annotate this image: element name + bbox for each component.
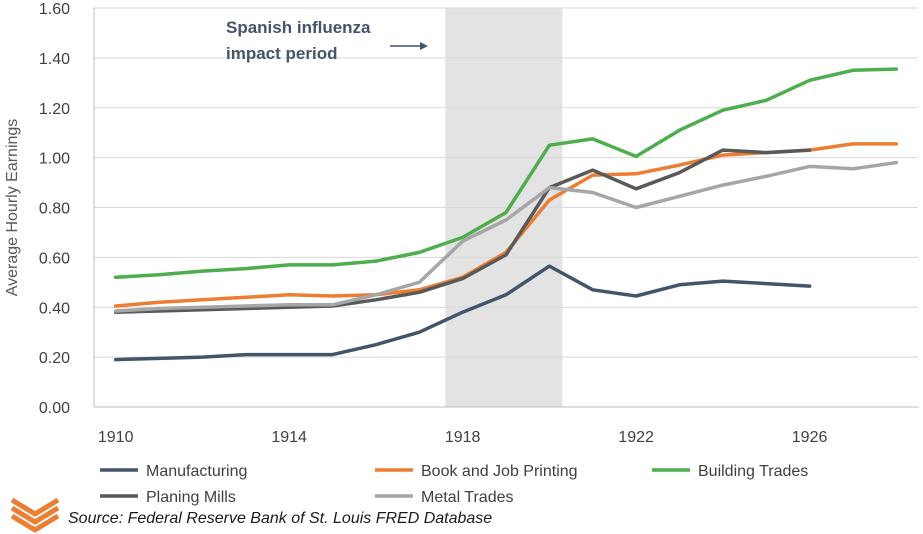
x-tick-label: 1926 <box>792 429 828 446</box>
x-tick-label: 1914 <box>271 429 307 446</box>
x-tick-label: 1918 <box>445 429 481 446</box>
y-tick-label: 0.20 <box>39 350 70 367</box>
series-lines <box>113 67 899 362</box>
series-line-metal-trades <box>113 160 899 313</box>
y-tick-label: 1.40 <box>39 51 70 68</box>
annotation: Spanish influenza impact period <box>226 18 428 63</box>
legend-label-book-and-job-printing: Book and Job Printing <box>421 463 578 480</box>
annotation-text: impact period <box>226 44 337 63</box>
axes: 0.00 0.20 0.40 0.60 0.80 1.00 1.20 1.40 1.60 1910… <box>4 1 918 446</box>
logo-chevron <box>10 513 60 533</box>
legend-label-metal-trades: Metal Trades <box>421 489 513 506</box>
series-line-manufacturing <box>113 264 812 362</box>
y-tick-label: 1.20 <box>39 101 70 118</box>
logo-chevron <box>10 505 60 525</box>
y-tick-label: 0.00 <box>39 400 70 417</box>
annotation-arrow-head <box>420 42 428 50</box>
y-tick-label: 1.60 <box>39 1 70 18</box>
legend-label-building-trades: Building Trades <box>698 463 808 480</box>
y-tick-label: 0.80 <box>39 201 70 218</box>
series-line-building-trades <box>113 67 899 280</box>
legend-label-planing-mills: Planing Mills <box>146 489 236 506</box>
y-tick-label: 1.00 <box>39 151 70 168</box>
y-tick-label: 0.60 <box>39 250 70 267</box>
series-line-planing-mills <box>113 148 812 314</box>
y-axis-title: Average Hourly Earnings <box>4 119 21 297</box>
x-tick-label: 1910 <box>98 429 134 446</box>
annotation-text: Spanish influenza <box>226 18 371 37</box>
x-tick-label: 1922 <box>618 429 654 446</box>
source-note: Source: Federal Reserve Bank of St. Loui… <box>68 510 493 527</box>
legend-label-manufacturing: Manufacturing <box>146 463 247 480</box>
logo-chevron <box>10 498 60 517</box>
legend: Manufacturing Book and Job Printing Buildi… <box>100 463 808 506</box>
y-tick-label: 0.40 <box>39 300 70 317</box>
chevron-stack-logo <box>10 498 60 533</box>
